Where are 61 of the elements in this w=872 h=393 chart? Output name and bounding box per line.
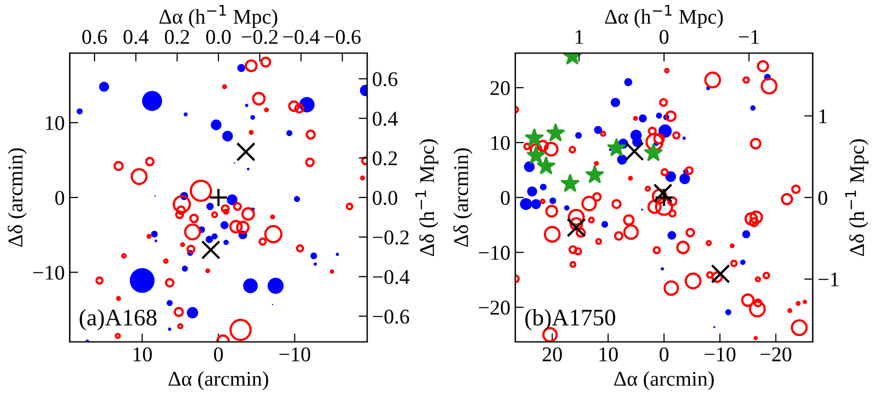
x-tick-label: −10 <box>704 347 736 362</box>
point <box>525 128 544 146</box>
y2-tick-label: −1 <box>818 272 838 286</box>
x-tick-label: 10 <box>134 347 152 362</box>
y-tick-label: 10 <box>46 116 64 130</box>
x-tick-label: −10 <box>279 347 310 362</box>
annotation: (b)A1750 <box>525 308 616 330</box>
x2-axis-title: Δα (h$^{−1}$ Mpc) <box>159 4 278 28</box>
y2-tick-label: 0.2 <box>372 151 397 166</box>
y-tick-label: −10 <box>33 266 64 280</box>
x2-tick-label: 0.2 <box>164 30 190 44</box>
y2-tick-label: −0.6 <box>373 310 410 324</box>
y2-tick-label: 0.0 <box>372 190 398 206</box>
point <box>208 188 228 208</box>
x2-tick-label: −0.2 <box>242 30 278 44</box>
x-tick-label: 10 <box>600 347 618 362</box>
point <box>546 124 565 142</box>
x2-tick-label: −0.4 <box>283 30 320 44</box>
x2-tick-label: −1 <box>738 30 759 44</box>
y2-tick-label: 0 <box>818 190 828 205</box>
y-tick-label: −20 <box>478 300 510 315</box>
point <box>526 146 546 164</box>
point <box>236 142 256 162</box>
point <box>566 218 586 238</box>
point <box>536 156 556 174</box>
x-tick-label: 0 <box>214 347 223 362</box>
point <box>710 264 730 284</box>
point <box>607 138 626 156</box>
y2-tick-label: −0.4 <box>373 270 410 284</box>
x-tick-label: 20 <box>542 347 562 362</box>
y-tick-label: 10 <box>491 136 510 150</box>
x-axis-title: Δα (arcmin) <box>168 371 268 390</box>
point <box>201 240 220 260</box>
y2-axis-title: Δδ (h$^{−1}$ Mpc) <box>415 139 438 256</box>
y2-tick-label: 0.4 <box>372 112 398 126</box>
y2-tick-label: −0.2 <box>373 230 409 245</box>
x2-tick-label: 1 <box>576 30 584 44</box>
x2-tick-label: 0 <box>660 30 668 44</box>
point <box>560 174 580 192</box>
y-axis-title: Δδ (arcmin) <box>453 148 472 247</box>
x2-tick-label: −0.6 <box>324 30 361 44</box>
y-tick-label: 20 <box>490 81 510 96</box>
x2-axis-title: Δα (h$^{−1}$ Mpc) <box>605 4 723 28</box>
x-tick-label: 0 <box>660 347 668 362</box>
y2-tick-label: 0.6 <box>372 72 398 86</box>
x2-tick-label: 0.4 <box>124 30 149 44</box>
x-axis-title: Δα (arcmin) <box>614 371 714 390</box>
point <box>624 142 644 161</box>
y-axis-title: Δδ (arcmin) <box>8 148 27 247</box>
y2-tick-label: 1 <box>819 109 827 124</box>
point <box>586 165 604 183</box>
y-tick-label: 0 <box>500 190 510 205</box>
x-tick-label: −20 <box>760 347 792 362</box>
point <box>644 143 663 161</box>
point <box>653 183 673 203</box>
annotation: (a)A168 <box>80 308 156 330</box>
y2-axis-title: Δδ (h$^{−1}$ Mpc) <box>845 139 868 256</box>
x2-tick-label: 0.0 <box>206 30 231 44</box>
x2-tick-label: 0.6 <box>82 30 107 44</box>
y-tick-label: 0 <box>55 190 64 205</box>
y-tick-label: −10 <box>478 246 510 260</box>
